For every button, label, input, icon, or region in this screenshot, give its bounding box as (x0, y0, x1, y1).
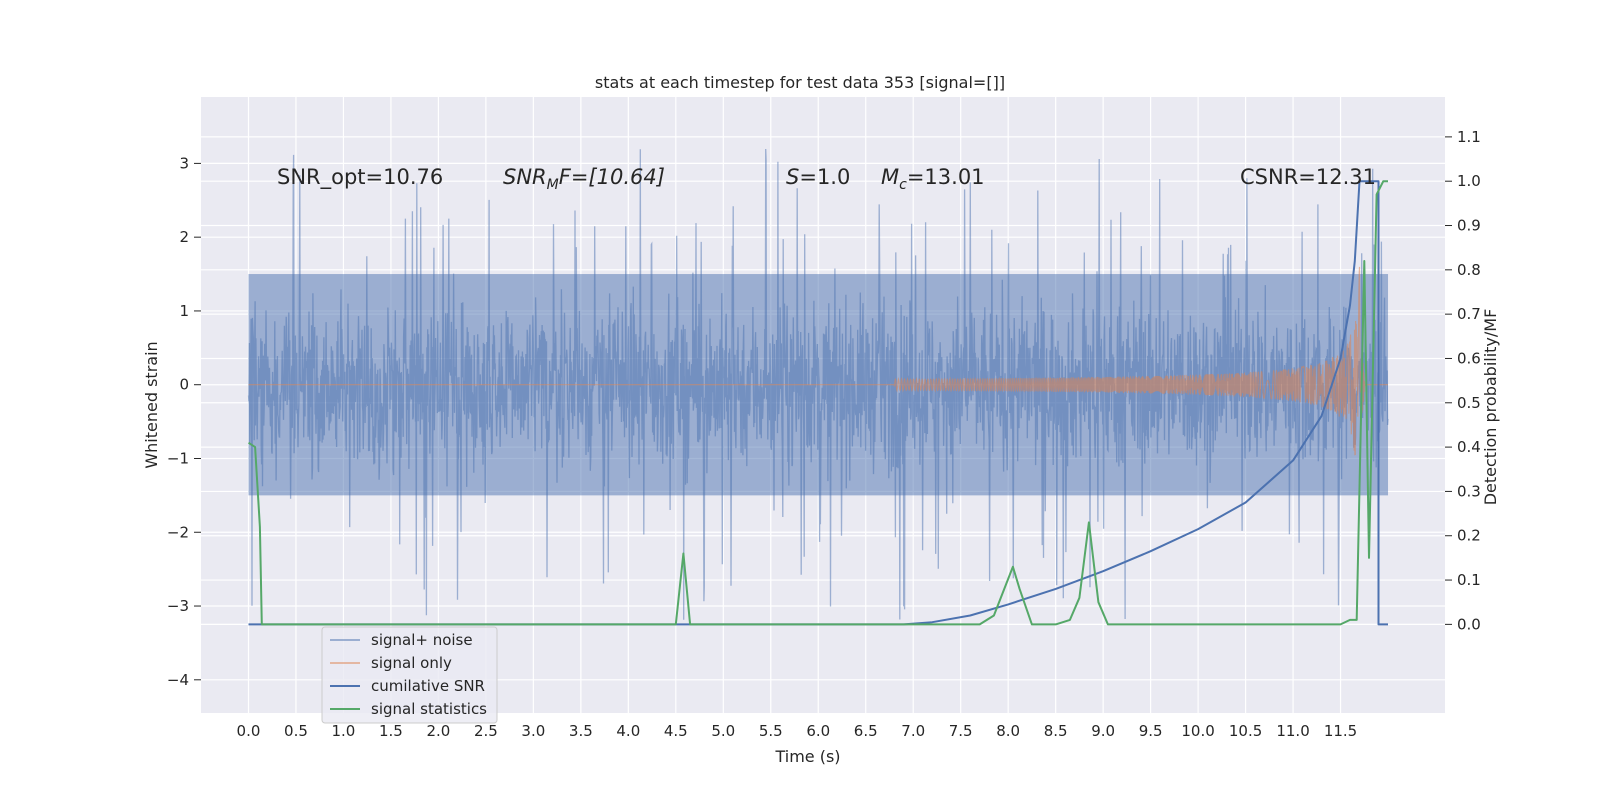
series-signal-statistics (247, 180, 1388, 626)
x-tick-label: 10.0 (1181, 722, 1214, 740)
y-tick-label: −2 (167, 523, 189, 541)
y-right-tick-label: 0.8 (1457, 261, 1481, 279)
x-tick-label: 8.5 (1044, 722, 1068, 740)
x-tick-label: 4.0 (616, 722, 640, 740)
series-signal-only (248, 266, 1388, 456)
y-right-tick-label: 0.3 (1457, 482, 1481, 500)
x-tick-label: 7.0 (901, 722, 925, 740)
x-tick-label: 0.0 (237, 722, 261, 740)
series-layer (247, 148, 1389, 626)
annotation-mc: Mc=13.01 (881, 165, 985, 193)
x-axis-label: Time (s) (774, 747, 840, 766)
annotations: SNR_opt=10.76 SNRMF=[10.64] S=1.0 Mc=13.… (277, 165, 1376, 193)
annotation-mc-subscript: c (899, 177, 907, 193)
y-right-tick-label: 0.5 (1457, 394, 1481, 412)
legend-label-signal-statistics: signal statistics (371, 700, 487, 718)
x-tick-label: 3.0 (521, 722, 545, 740)
x-axis-ticks: 0.0 0.5 1.0 1.5 2.0 2.5 3.0 3.5 4.0 4.5 5.0 5.5 6.0 6… (237, 722, 1358, 740)
annotation-mc-value: =13.01 (907, 165, 985, 189)
x-tick-label: 9.5 (1139, 722, 1163, 740)
annotation-snr-mf-subscript: M (547, 177, 559, 193)
y-axis-label: Whitened strain (142, 341, 161, 468)
x-tick-label: 9.0 (1091, 722, 1115, 740)
series-signal-noise (247, 148, 1389, 620)
x-tick-label: 11.0 (1276, 722, 1309, 740)
y-right-tick-label: 0.1 (1457, 571, 1481, 589)
x-tick-label: 1.5 (379, 722, 403, 740)
annotation-s: S=1.0 (786, 165, 850, 189)
y-right-tick-label: 0.9 (1457, 217, 1481, 235)
y-right-tick-label: 0.4 (1457, 438, 1481, 456)
x-tick-label: 0.5 (284, 722, 308, 740)
x-tick-label: 5.0 (711, 722, 735, 740)
y-right-tick-label: 0.2 (1457, 527, 1481, 545)
chart-title: stats at each timestep for test data 353… (595, 73, 1005, 92)
y-tick-label: 3 (179, 154, 189, 172)
x-tick-label: 5.5 (759, 722, 783, 740)
y-axis-right-label: Detection probability/MF (1481, 309, 1500, 506)
x-tick-label: 2.5 (474, 722, 498, 740)
x-tick-label: 6.5 (854, 722, 878, 740)
y-right-tick-label: 0.0 (1457, 615, 1481, 633)
y-right-tick-label: 0.6 (1457, 349, 1481, 367)
annotation-snr-opt: SNR_opt=10.76 (277, 165, 443, 190)
legend-box (321, 626, 498, 724)
annotation-snr-mf-symbol: SNR (503, 165, 547, 189)
y-tick-label: −4 (167, 671, 189, 689)
y-right-tick-label: 1.0 (1457, 172, 1481, 190)
series-cumulative-snr (248, 180, 1388, 626)
x-tick-label: 2.0 (426, 722, 450, 740)
x-tick-label: 1.0 (332, 722, 356, 740)
annotation-s-value: =1.0 (799, 165, 850, 189)
y-tick-label: 0 (179, 376, 189, 394)
x-tick-label: 7.5 (949, 722, 973, 740)
y-tick-label: −3 (167, 597, 189, 615)
y-tick-label: 2 (179, 228, 189, 246)
y-right-tick-label: 1.1 (1457, 128, 1481, 146)
y-axis-ticks: −4 −3 −2 −1 0 1 2 3 (167, 154, 201, 689)
legend: signal+ noise signal only cumilative SNR… (321, 626, 498, 724)
annotation-csnr: CSNR=12.31 (1240, 165, 1376, 189)
x-tick-label: 6.0 (806, 722, 830, 740)
y-tick-label: −1 (167, 449, 189, 467)
y-tick-label: 1 (179, 302, 189, 320)
annotation-mc-symbol: M (881, 165, 899, 189)
annotation-snr-mf: SNRMF=[10.64] (503, 165, 665, 193)
x-tick-label: 4.5 (664, 722, 688, 740)
annotation-s-symbol: S (786, 165, 799, 189)
y-right-tick-label: 0.7 (1457, 305, 1481, 323)
x-tick-label: 3.5 (569, 722, 593, 740)
y-axis-right-ticks: 0.0 0.1 0.2 0.3 0.4 0.5 0.6 0.7 0.8 0.9 1.0 1.1 (1445, 128, 1481, 633)
x-tick-label: 10.5 (1229, 722, 1262, 740)
x-tick-label: 8.0 (996, 722, 1020, 740)
annotation-snr-mf-value: F=[10.64] (559, 165, 665, 189)
legend-label-cumulative-snr: cumilative SNR (371, 677, 485, 695)
legend-label-signal-only: signal only (371, 654, 452, 672)
x-tick-label: 11.5 (1324, 722, 1357, 740)
legend-label-signal-noise: signal+ noise (371, 631, 473, 649)
